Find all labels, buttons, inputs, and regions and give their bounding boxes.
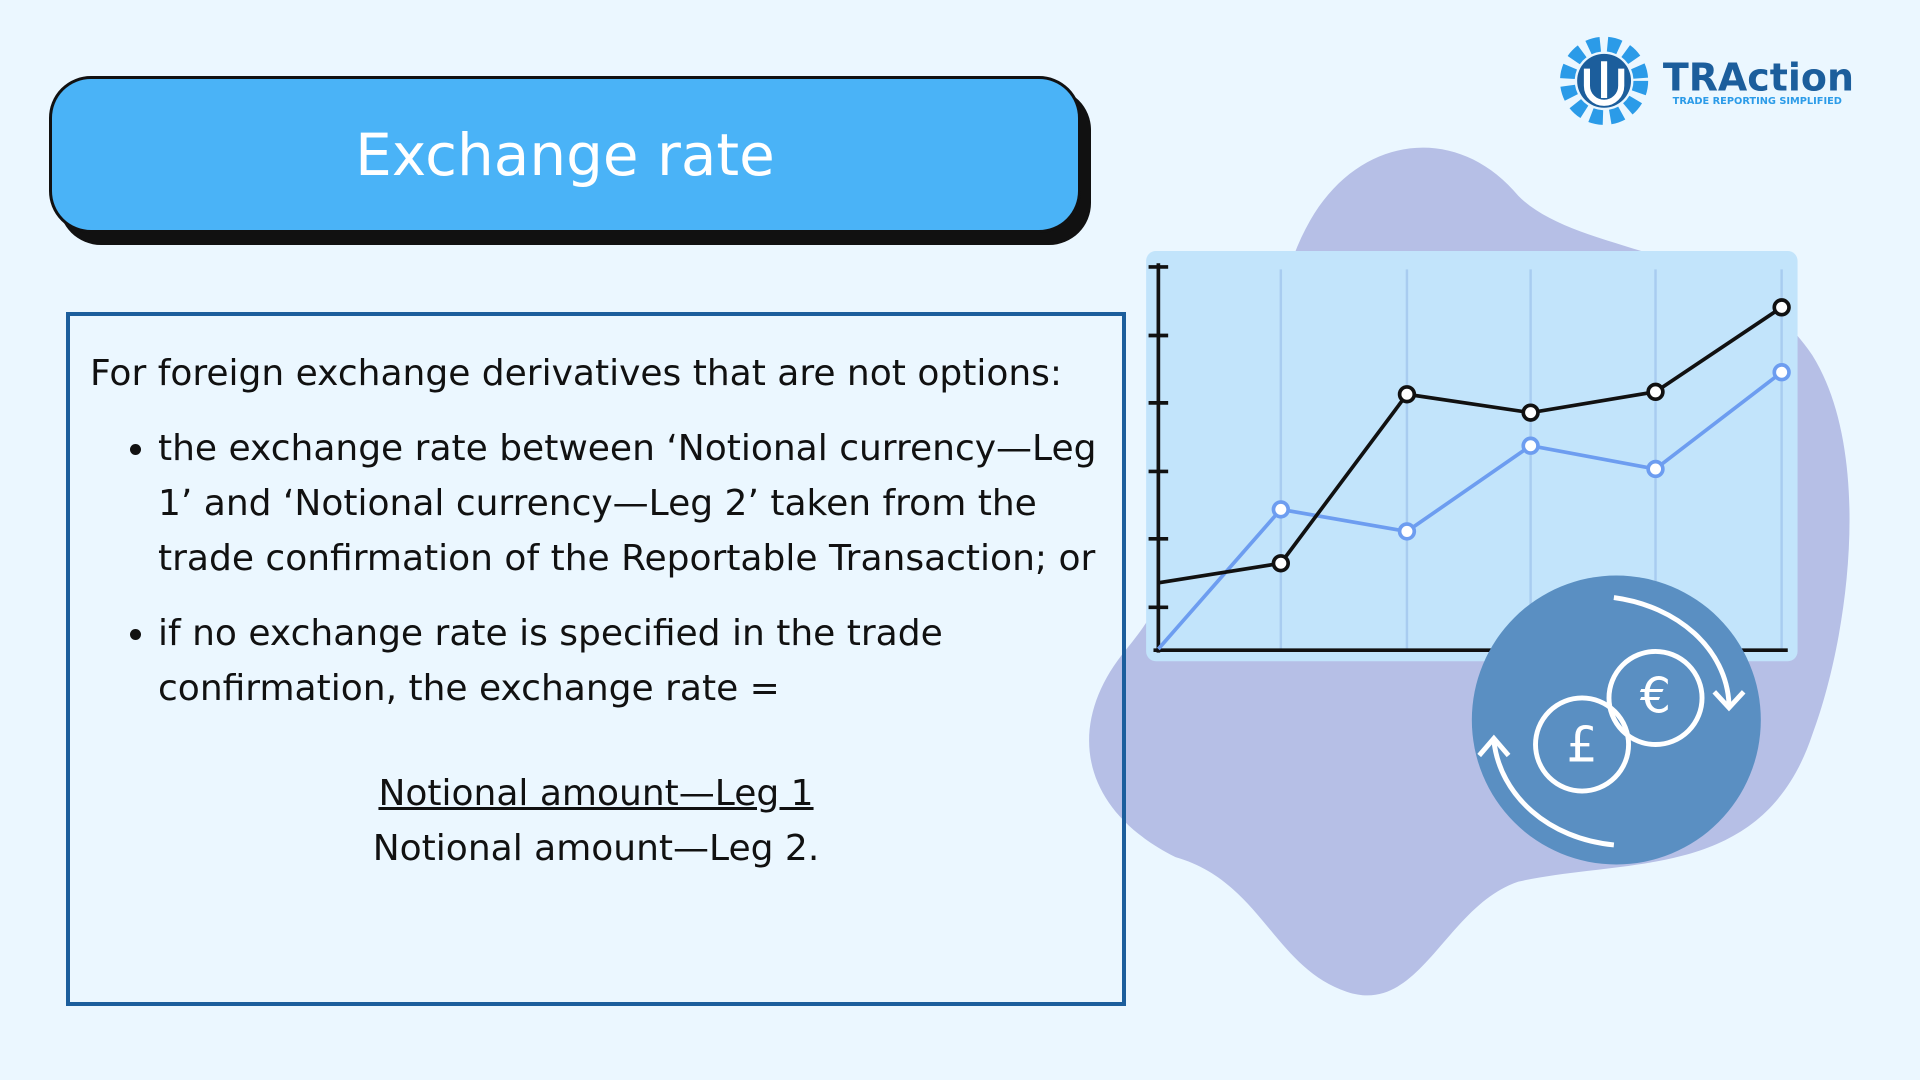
bullet-list: the exchange rate between ‘Notional curr… [90,421,1102,716]
points-blue [1271,363,1791,541]
chart-panel [1146,251,1798,662]
logo-name: TRAction [1663,56,1854,100]
formula-denominator: Notional amount—Leg 2. [372,828,820,869]
logo-icon [1560,36,1649,125]
text-box: For foreign exchange derivatives that ar… [66,312,1126,1006]
points-black [1271,298,1791,573]
grid [1279,269,1783,649]
formula-numerator: Notional amount—Leg 1 [378,773,814,814]
title: Exchange rate [355,120,775,189]
title-box: Exchange rate [49,76,1081,233]
line-black [1158,305,1783,585]
pound-sign: £ [1566,717,1597,774]
bullet: the exchange rate between ‘Notional curr… [158,421,1102,586]
euro-sign: € [1640,668,1671,725]
currency-icon [1477,595,1746,848]
formula: Notional amount—Leg 1 Notional amount—Le… [90,766,1102,876]
intro: For foreign exchange derivatives that ar… [90,353,1063,394]
line-blue [1156,370,1783,651]
bullet: if no exchange rate is specified in the … [158,606,1102,716]
logo-tagline: TRADE REPORTING SIMPLIFIED [1673,96,1842,107]
